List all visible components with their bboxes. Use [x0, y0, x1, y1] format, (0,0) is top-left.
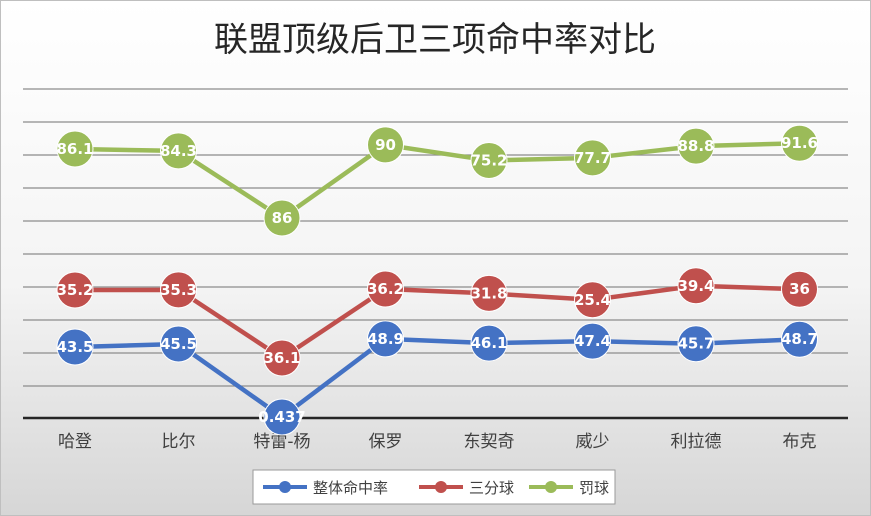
- data-label: 90: [375, 136, 396, 154]
- data-point: [470, 324, 508, 362]
- data-point: [574, 322, 611, 360]
- data-label: 43.5: [56, 338, 93, 356]
- data-point: [781, 124, 818, 162]
- legend: 整体命中率 三分球 罚球: [252, 469, 616, 505]
- series-3: 86.1 84.3 86 90 75.2 77.7 88.8 91.6: [56, 124, 818, 237]
- data-point: [263, 339, 301, 377]
- data-label: 91.6: [781, 134, 818, 152]
- x-tick-label: 东契奇: [464, 432, 515, 452]
- data-label: 0.437: [258, 408, 305, 426]
- data-point: [160, 325, 197, 363]
- data-label: 35.2: [56, 281, 93, 299]
- data-label: 45.5: [160, 335, 197, 353]
- data-point: [56, 328, 94, 366]
- data-label: 47.4: [574, 332, 611, 350]
- data-point: [677, 267, 715, 305]
- data-point: [470, 274, 508, 312]
- data-point: [56, 130, 94, 168]
- data-label: 84.3: [160, 142, 197, 160]
- data-label: 36.2: [367, 280, 404, 298]
- data-label: 75.2: [470, 151, 507, 169]
- data-point: [56, 271, 94, 309]
- data-label: 46.1: [470, 334, 507, 352]
- x-tick-label: 比尔: [162, 432, 196, 452]
- data-point: [160, 132, 197, 170]
- data-point: [263, 398, 301, 436]
- data-point: [160, 271, 197, 309]
- data-point: [367, 320, 404, 358]
- legend-label: 三分球: [469, 479, 514, 497]
- data-label: 36: [789, 280, 810, 298]
- data-point: [574, 139, 611, 177]
- x-tick-label: 威少: [576, 432, 610, 452]
- legend-label: 整体命中率: [313, 479, 388, 497]
- data-point: [574, 281, 611, 319]
- x-tick-label: 保罗: [369, 432, 403, 452]
- data-label: 31.8: [470, 284, 507, 302]
- data-label: 39.4: [677, 277, 714, 295]
- data-point: [677, 127, 715, 165]
- data-label: 48.9: [367, 330, 404, 348]
- data-label: 36.1: [263, 349, 300, 367]
- data-label: 48.7: [781, 330, 818, 348]
- data-point: [781, 270, 818, 308]
- chart-title: 联盟顶级后卫三项命中率对比: [214, 20, 656, 60]
- series-2: 35.2 35.3 36.1 36.2 31.8 25.4 39.4 36: [56, 267, 818, 377]
- data-point: [263, 199, 301, 237]
- series-1: 43.5 45.5 0.437 48.9 46.1 47.4 45.7 48.7: [56, 320, 818, 436]
- data-label: 25.4: [574, 291, 611, 309]
- x-tick-label: 哈登: [58, 432, 92, 452]
- x-axis: 哈登 比尔 特雷-杨 保罗 东契奇 威少 利拉德 布克: [23, 416, 848, 452]
- data-label: 45.7: [677, 335, 714, 353]
- legend-entry: 罚球: [529, 479, 609, 497]
- data-label: 88.8: [677, 137, 714, 155]
- legend-marker: [545, 481, 557, 493]
- legend-entry: 整体命中率: [263, 479, 388, 497]
- data-point: [367, 270, 404, 308]
- legend-label: 罚球: [579, 479, 609, 497]
- data-label: 35.3: [160, 281, 197, 299]
- x-tick-label: 利拉德: [671, 432, 722, 452]
- data-point: [470, 141, 508, 179]
- data-label: 86: [272, 209, 293, 227]
- data-point: [781, 320, 818, 358]
- legend-marker: [435, 481, 447, 493]
- data-label: 77.7: [574, 149, 611, 167]
- legend-marker: [279, 481, 291, 493]
- x-tick-label: 布克: [783, 432, 817, 452]
- legend-entry: 三分球: [419, 479, 514, 497]
- data-point: [367, 126, 404, 164]
- x-tick-label: 特雷-杨: [253, 432, 310, 452]
- data-label: 86.1: [56, 140, 93, 158]
- data-point: [677, 325, 715, 363]
